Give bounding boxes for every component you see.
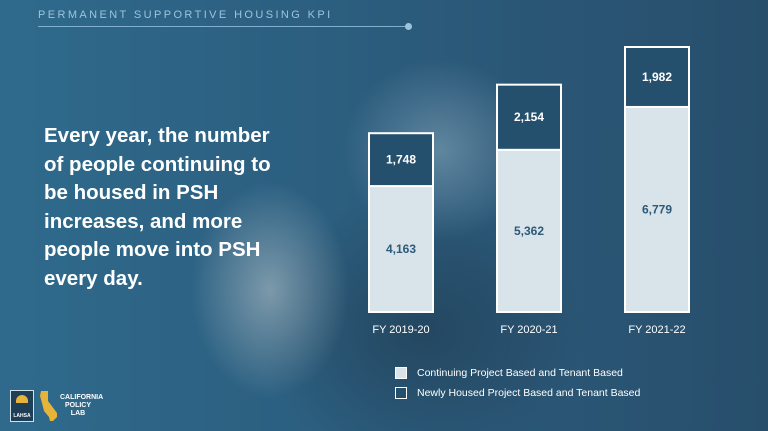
legend-swatch-newly-housed xyxy=(395,387,407,399)
data-label-newly-housed-1: 2,154 xyxy=(514,110,544,124)
data-label-newly-housed-0: 1,748 xyxy=(386,153,416,167)
lahsa-logo: LAHSA xyxy=(10,390,34,422)
bar-newly-housed-0 xyxy=(368,132,434,188)
cpl-logo-line1: CALIFORNIA xyxy=(60,394,104,401)
data-label-continuing-1: 5,362 xyxy=(514,224,544,238)
lahsa-logo-sun-icon xyxy=(16,395,28,403)
x-tick-label-2: FY 2021-22 xyxy=(628,324,685,336)
legend-label-continuing: Continuing Project Based and Tenant Base… xyxy=(417,367,623,379)
bar-newly-housed-2 xyxy=(624,46,690,108)
headline-text: Every year, the number of people continu… xyxy=(44,124,271,290)
legend-item-newly-housed: Newly Housed Project Based and Tenant Ba… xyxy=(395,383,640,403)
cpl-logo-line2: POLICY xyxy=(64,402,92,409)
header-dot xyxy=(405,23,412,30)
data-label-continuing-2: 6,779 xyxy=(642,202,672,216)
bar-continuing-1 xyxy=(496,148,562,313)
data-label-continuing-0: 4,163 xyxy=(386,242,416,256)
california-state-icon xyxy=(40,391,57,421)
cpl-logo-line3: LAB xyxy=(70,410,86,417)
legend-label-newly-housed: Newly Housed Project Based and Tenant Ba… xyxy=(417,387,641,399)
bar-continuing-0 xyxy=(368,185,434,313)
chart-legend: Continuing Project Based and Tenant Base… xyxy=(395,363,640,403)
header-title: PERMANENT SUPPORTIVE HOUSING KPI xyxy=(38,9,333,21)
x-tick-label-1: FY 2020-21 xyxy=(500,324,557,336)
data-label-newly-housed-2: 1,982 xyxy=(642,70,672,84)
california-policy-lab-logo: CALIFORNIA POLICY LAB xyxy=(60,394,104,418)
bar-newly-housed-1 xyxy=(496,83,562,151)
x-tick-label-0: FY 2019-20 xyxy=(372,324,429,336)
legend-swatch-continuing xyxy=(395,367,407,379)
legend-item-continuing: Continuing Project Based and Tenant Base… xyxy=(395,363,640,383)
lahsa-logo-text: LAHSA xyxy=(13,413,31,419)
header-rule xyxy=(38,26,408,27)
